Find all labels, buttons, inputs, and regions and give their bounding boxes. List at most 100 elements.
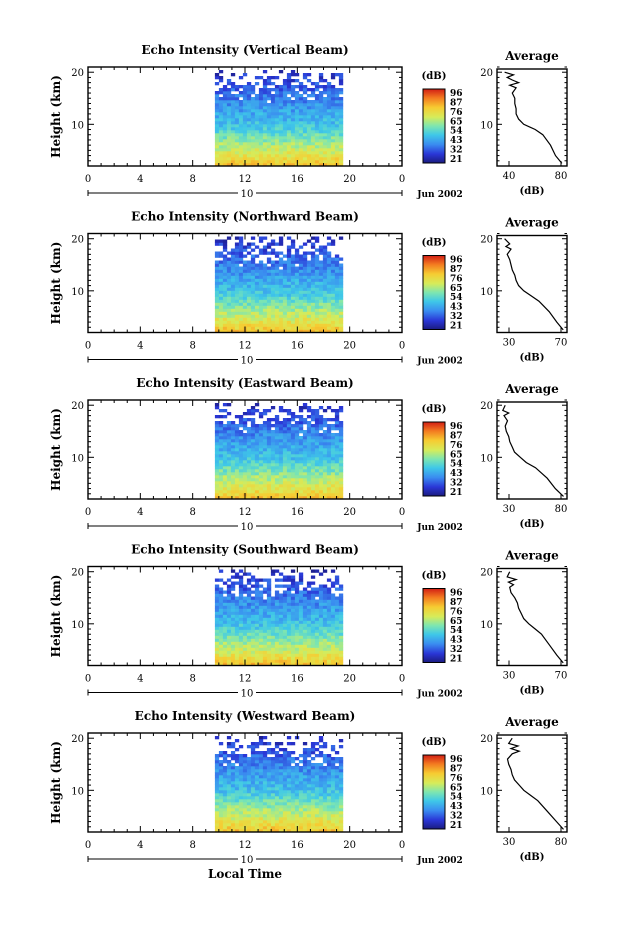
heat-cell: [242, 448, 248, 452]
heat-cell: [274, 760, 280, 764]
heat-cell: [258, 451, 264, 455]
heat-cell: [226, 433, 232, 437]
heat-cell: [282, 778, 288, 782]
heat-cell: [322, 457, 328, 461]
heat-cell: [222, 760, 228, 764]
heat-cell: [226, 626, 232, 630]
heat-cell: [222, 403, 228, 407]
heat-cell: [234, 632, 240, 636]
heat-cell: [338, 409, 344, 413]
heat-cell: [218, 644, 224, 648]
heat-cell: [234, 787, 240, 791]
heat-cell: [322, 314, 328, 318]
colorbar-unit: (dB): [422, 71, 447, 82]
heat-cell: [222, 781, 228, 785]
heat-cell: [298, 112, 304, 116]
heat-cell: [238, 593, 244, 597]
heat-cell: [282, 287, 288, 291]
heat-cell: [286, 287, 292, 291]
heat-cell: [326, 406, 332, 410]
heat-cell: [226, 266, 232, 270]
heat-cell: [266, 817, 272, 821]
heat-cell: [262, 442, 268, 446]
heat-cell: [234, 281, 240, 285]
heat-cell: [306, 472, 312, 476]
heat-cell: [306, 133, 312, 137]
heat-cell: [290, 802, 296, 806]
heat-cell: [334, 106, 340, 110]
heat-cell: [322, 148, 328, 152]
heat-cell: [298, 611, 304, 615]
heat-cell: [326, 599, 332, 603]
heat-cell: [218, 70, 224, 74]
heat-cell: [262, 409, 268, 413]
heat-cell: [238, 448, 244, 452]
heat-cell: [270, 472, 276, 476]
heat-cell: [286, 421, 292, 425]
heat-cell: [254, 154, 260, 158]
heat-cell: [242, 596, 248, 600]
heat-cell: [326, 617, 332, 621]
heat-cell: [322, 823, 328, 827]
heat-cell: [262, 484, 268, 488]
heat-cell: [226, 659, 232, 663]
heat-cell: [238, 623, 244, 627]
heat-cell: [214, 659, 220, 663]
heat-cell: [234, 814, 240, 818]
heat-cell: [238, 802, 244, 806]
heat-cell: [274, 493, 280, 497]
heat-cell: [290, 463, 296, 467]
heat-cell: [306, 109, 312, 113]
heat-cell: [218, 623, 224, 627]
heat-cell: [222, 614, 228, 618]
heat-cell: [302, 284, 308, 288]
heat-cell: [222, 644, 228, 648]
heat-cell: [298, 578, 304, 582]
heat-cell: [306, 112, 312, 116]
heat-cell: [246, 808, 252, 812]
heat-cell: [246, 97, 252, 101]
heat-cell: [230, 626, 236, 630]
heat-cell: [286, 448, 292, 452]
profile-y-tick-label: 20: [480, 68, 493, 79]
heat-cell: [274, 781, 280, 785]
heat-cell: [266, 148, 272, 152]
heat-cell: [322, 805, 328, 809]
heat-cell: [250, 236, 256, 240]
heat-cell: [318, 817, 324, 821]
heat-cell: [318, 130, 324, 134]
heat-cell: [250, 635, 256, 639]
heat-cell: [238, 644, 244, 648]
heat-cell: [234, 460, 240, 464]
heat-cell: [270, 248, 276, 252]
heat-cell: [302, 596, 308, 600]
heat-cell: [218, 802, 224, 806]
date-label: Jun 2002: [416, 190, 463, 200]
heat-cell: [230, 427, 236, 431]
heat-cell: [222, 154, 228, 158]
heat-cell: [302, 802, 308, 806]
heat-cell: [262, 127, 268, 131]
heat-cell: [242, 275, 248, 279]
heat-cell: [334, 124, 340, 128]
heat-cell: [262, 496, 268, 500]
heat-cell: [338, 433, 344, 437]
heat-cell: [254, 481, 260, 485]
heat-cell: [254, 106, 260, 110]
heat-cell: [326, 323, 332, 327]
heat-cell: [282, 662, 288, 666]
heat-cell: [306, 421, 312, 425]
heat-cell: [326, 242, 332, 246]
heat-cell: [234, 805, 240, 809]
heat-cell: [230, 632, 236, 636]
heat-cell: [286, 599, 292, 603]
heat-cell: [238, 496, 244, 500]
heat-cell: [266, 626, 272, 630]
heat-cell: [214, 817, 220, 821]
heat-cell: [310, 160, 316, 164]
y-tick-label: 10: [71, 287, 84, 298]
heat-cell: [322, 445, 328, 449]
heat-cell: [326, 118, 332, 122]
heat-cell: [230, 266, 236, 270]
heat-cell: [274, 308, 280, 312]
